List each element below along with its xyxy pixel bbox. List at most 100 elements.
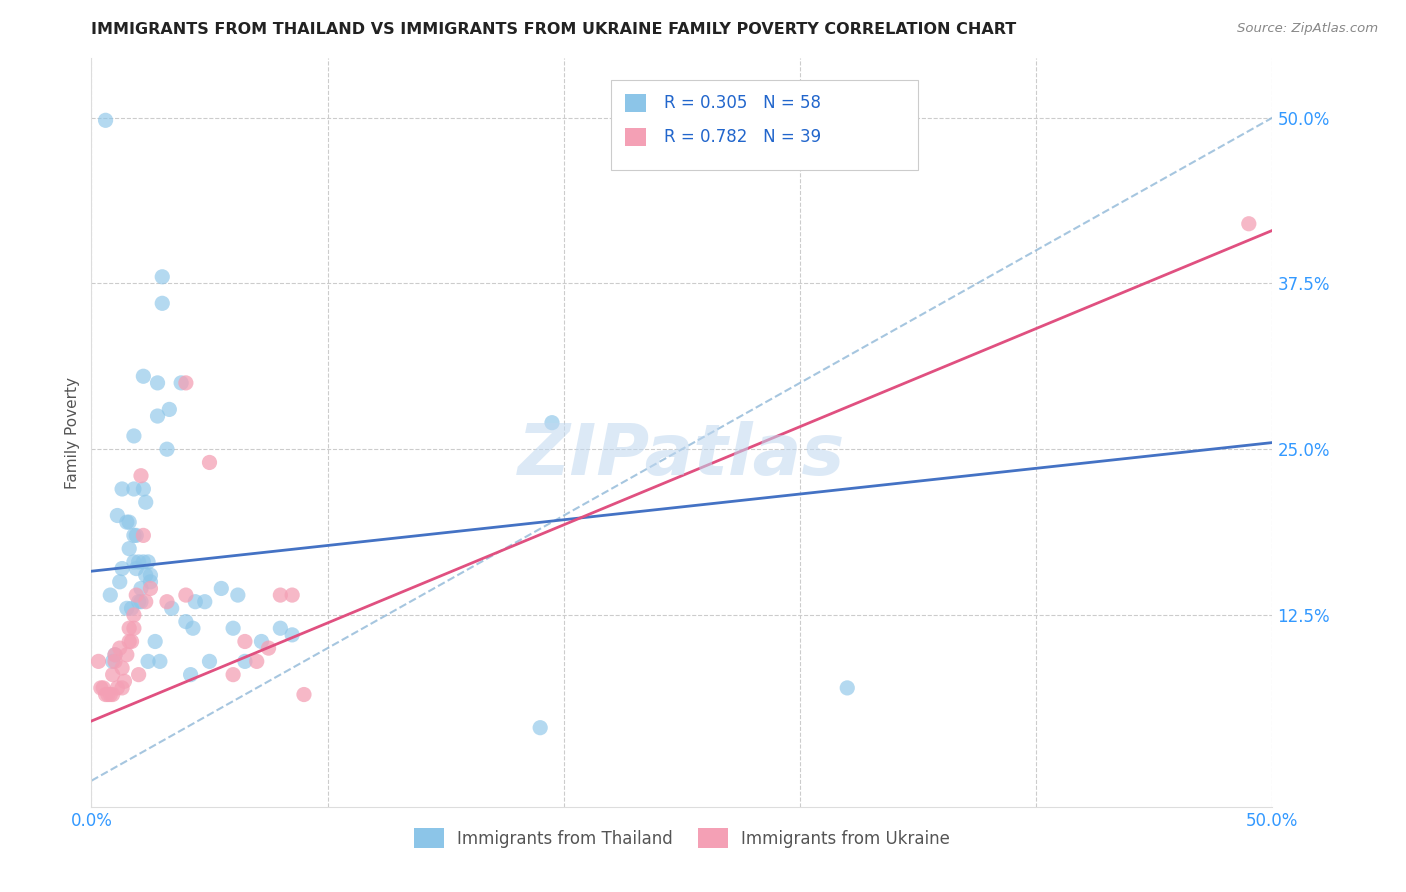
Point [269,621,291,635]
Point [194,595,217,609]
Point [122,528,145,542]
Legend: Immigrants from Thailand, Immigrants from Ukraine: Immigrants from Thailand, Immigrants fro… [408,822,956,855]
Point [226,588,249,602]
Point [101,688,124,702]
Point [122,555,145,569]
Point [118,621,141,635]
Point [104,654,127,668]
Point [118,541,141,556]
Point [837,681,859,695]
Point [104,648,127,662]
Point [281,588,304,602]
Point [156,442,179,457]
Point [135,495,157,509]
Point [246,654,269,668]
Point [115,648,138,662]
Point [105,681,128,695]
Point [132,528,155,542]
Point [87,654,110,668]
Point [114,674,136,689]
Point [146,409,169,423]
Point [101,654,124,668]
Point [181,621,204,635]
Point [125,528,148,542]
Text: IMMIGRANTS FROM THAILAND VS IMMIGRANTS FROM UKRAINE FAMILY POVERTY CORRELATION C: IMMIGRANTS FROM THAILAND VS IMMIGRANTS F… [91,22,1017,37]
Point [209,582,232,596]
Point [257,641,280,656]
Point [97,688,120,702]
Point [104,648,127,662]
Point [115,601,138,615]
Point [115,515,138,529]
Point [541,416,564,430]
Point [233,634,256,648]
Point [132,555,155,569]
Point [94,688,117,702]
Point [111,661,134,675]
Point [135,595,157,609]
Point [125,588,148,602]
FancyBboxPatch shape [626,128,647,145]
Point [146,376,169,390]
Point [121,601,143,615]
Point [281,628,304,642]
Point [129,468,152,483]
Point [91,681,114,695]
Point [125,561,148,575]
Point [233,654,256,668]
Point [180,667,202,681]
Point [128,595,150,609]
Point [132,482,155,496]
Point [98,588,121,602]
Point [135,568,157,582]
Point [139,574,162,589]
Point [129,595,152,609]
Point [139,568,162,582]
Y-axis label: Family Poverty: Family Poverty [65,376,80,489]
Text: ZIPatlas: ZIPatlas [519,421,845,490]
FancyBboxPatch shape [612,80,918,170]
Text: Source: ZipAtlas.com: Source: ZipAtlas.com [1237,22,1378,36]
Point [292,688,315,702]
Point [128,667,150,681]
Point [136,555,159,569]
Point [269,588,291,602]
Text: R = 0.782   N = 39: R = 0.782 N = 39 [664,128,821,145]
Point [105,508,128,523]
Point [111,482,134,496]
Point [184,595,207,609]
Point [122,621,145,635]
Point [90,681,112,695]
Point [108,641,131,656]
Point [150,269,173,284]
Point [250,634,273,648]
Point [174,588,197,602]
Point [170,376,193,390]
Point [128,555,150,569]
Point [174,615,197,629]
Point [122,607,145,622]
Point [136,654,159,668]
Point [198,455,221,469]
Point [101,667,124,681]
Point [198,654,221,668]
Point [118,634,141,648]
Point [108,574,131,589]
Point [98,688,121,702]
Point [157,402,180,417]
Point [149,654,172,668]
Point [150,296,173,310]
Point [143,634,166,648]
Point [160,601,183,615]
Point [1237,217,1260,231]
Point [222,667,245,681]
Point [94,113,117,128]
Point [111,561,134,575]
Point [129,582,152,596]
Point [222,621,245,635]
Point [139,582,162,596]
Point [132,369,155,384]
Point [122,429,145,443]
Point [174,376,197,390]
Point [111,681,134,695]
